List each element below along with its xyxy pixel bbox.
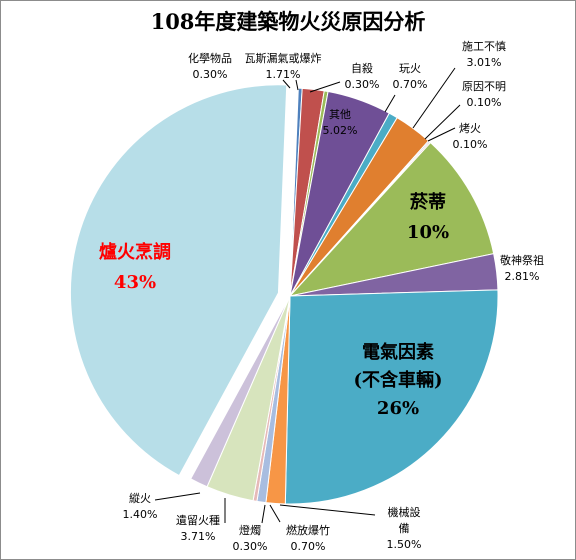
slice-label: 26% [377, 398, 419, 419]
leader-line [261, 504, 266, 524]
slice-label: 化學物品 [188, 51, 232, 65]
leader-line [279, 504, 376, 516]
slice-label: 0.30% [193, 68, 228, 81]
slice-label: 0.70% [291, 540, 326, 553]
chart-title: 108年度建築物火災原因分析 [150, 9, 426, 34]
slice-label: (不含車輛) [353, 369, 442, 391]
slice-label: 縱火 [129, 491, 151, 505]
slice-label: 5.02% [323, 124, 358, 137]
pie-slice [190, 295, 291, 488]
slice-label: 2.81% [505, 270, 540, 283]
leader-line [412, 67, 456, 129]
slice-label: 備 [399, 522, 410, 535]
leader-line [154, 492, 201, 501]
slice-label: 電氣因素 [362, 341, 434, 363]
pie-slice [69, 84, 288, 477]
slice-label: 機械設 [388, 505, 421, 519]
slice-label: 0.10% [453, 138, 488, 151]
slice-label: 3.71% [181, 530, 216, 543]
leader-lines [154, 67, 461, 524]
leader-line [309, 81, 341, 93]
slice-label: 0.30% [345, 78, 380, 91]
slice-label: 0.10% [467, 96, 502, 109]
slice-label: 其他 [329, 108, 351, 121]
pie-slice [288, 141, 495, 297]
slice-label: 自殺 [351, 61, 373, 75]
leader-line [269, 504, 281, 523]
slice-label: 遺留火種 [176, 513, 220, 527]
slice-label: 1.40% [123, 508, 158, 521]
slice-label: 1.71% [266, 68, 301, 81]
slice-label: 0.30% [233, 540, 268, 553]
slice-label: 玩火 [399, 62, 421, 75]
slice-label: 敬神祭祖 [500, 253, 544, 267]
slice-label: 烤火 [459, 121, 481, 135]
slice-label: 0.70% [393, 78, 428, 91]
leader-line [295, 79, 299, 91]
slice-label: 菸蒂 [410, 192, 446, 213]
slice-label: 瓦斯漏氣或爆炸 [245, 51, 322, 65]
slice-label: 10% [407, 222, 449, 243]
leader-line [384, 94, 396, 113]
slice-label: 43% [114, 272, 156, 293]
slice-label: 施工不慎 [462, 39, 506, 53]
slice-label: 燃放爆竹 [286, 523, 330, 537]
pie-slice [284, 289, 499, 505]
slice-label: 1.50% [387, 538, 422, 551]
slice-label: 3.01% [467, 56, 502, 69]
slice-label: 爐火烹調 [99, 241, 171, 263]
slice-label: 燈燭 [239, 523, 261, 537]
pie-slices [69, 84, 499, 505]
leader-line [427, 127, 456, 142]
slice-label: 原因不明 [462, 80, 506, 93]
leader-line [424, 104, 461, 140]
leader-line [282, 79, 291, 89]
